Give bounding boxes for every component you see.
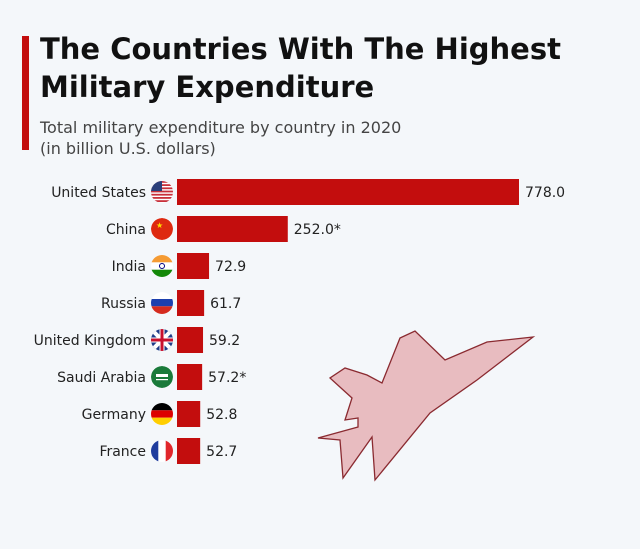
value-label: 59.2: [209, 333, 240, 349]
value-label: 252.0*: [294, 222, 341, 238]
category-label: United States: [51, 185, 146, 201]
category-label: Russia: [101, 296, 146, 312]
category-label: France: [99, 444, 146, 460]
china-flag-icon: ★: [151, 218, 173, 240]
value-label: 72.9: [215, 259, 246, 275]
bar: [177, 253, 210, 279]
value-label: 52.7: [206, 444, 237, 460]
bar: [177, 327, 204, 353]
fighter-jet-icon: [317, 330, 536, 482]
subtitle-line: Total military expenditure by country in…: [40, 118, 402, 137]
france-flag-icon: [151, 440, 173, 462]
us-flag-icon: [151, 181, 173, 203]
svg-text:★: ★: [156, 221, 163, 230]
category-label: China: [106, 222, 146, 238]
bar: [177, 290, 205, 316]
bar: [177, 401, 201, 427]
chart-subtitle: Total military expenditure by country in…: [40, 117, 401, 159]
bar: [177, 438, 201, 464]
germany-flag-icon: [151, 403, 173, 425]
value-label: 778.0: [525, 185, 565, 201]
russia-flag-icon: [151, 292, 173, 314]
bar: [177, 216, 288, 242]
uk-flag-icon: [151, 329, 173, 351]
subtitle-units: (in billion U.S. dollars): [40, 139, 216, 158]
title-accent-bar: [22, 36, 29, 150]
saudi-flag-icon: [151, 366, 173, 388]
value-label: 57.2*: [208, 370, 246, 386]
india-flag-icon: [151, 255, 173, 277]
category-label: United Kingdom: [34, 333, 146, 349]
bar: [177, 364, 203, 390]
category-label: Saudi Arabia: [57, 370, 146, 386]
category-label: India: [112, 259, 146, 275]
chart-title: The Countries With The Highest Military …: [40, 32, 561, 104]
bar: [177, 179, 519, 205]
value-label: 52.8: [206, 407, 237, 423]
category-label: Germany: [82, 407, 146, 423]
value-label: 61.7: [210, 296, 241, 312]
